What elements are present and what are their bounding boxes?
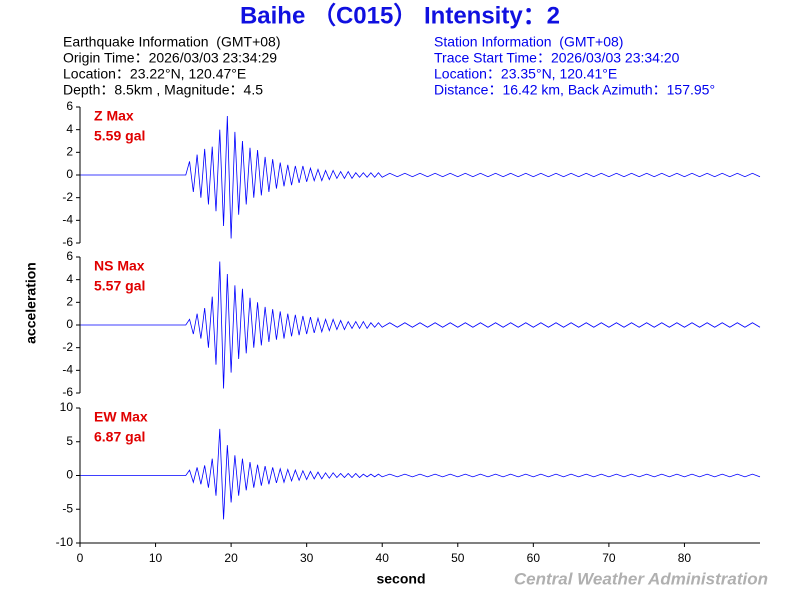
y-tick-label: -2 [62, 340, 73, 354]
y-tick-label: 4 [66, 272, 73, 286]
y-tick-label: 5 [66, 434, 73, 448]
annotation: 5.59 gal [94, 128, 145, 144]
x-axis-label: second [376, 571, 425, 587]
station-info: Distance：16.42 km, Back Azimuth：157.95° [434, 82, 715, 98]
credit: Central Weather Administration [514, 569, 768, 588]
y-tick-label: -6 [62, 385, 73, 399]
y-tick-label: 4 [66, 122, 73, 136]
station-info: Trace Start Time：2026/03/03 23:34:20 [434, 50, 680, 66]
quake-info: Location：23.22°N, 120.47°E [63, 66, 246, 82]
x-tick-label: 60 [527, 551, 541, 565]
y-tick-label: -2 [62, 190, 73, 204]
y-tick-label: -6 [62, 235, 73, 249]
y-tick-label: 6 [66, 99, 73, 113]
annotation: 5.57 gal [94, 278, 145, 294]
annotation: NS Max [94, 258, 145, 274]
chart-title: Baihe （C015） Intensity：2 [240, 2, 560, 29]
annotation: 6.87 gal [94, 429, 145, 445]
x-tick-label: 10 [149, 551, 163, 565]
quake-info: Origin Time：2026/03/03 23:34:29 [63, 50, 277, 66]
y-axis-label: acceleration [23, 262, 39, 344]
x-tick-label: 30 [300, 551, 314, 565]
y-tick-label: 2 [66, 295, 73, 309]
x-tick-label: 80 [678, 551, 692, 565]
y-tick-label: 6 [66, 249, 73, 263]
waveform [80, 261, 761, 389]
y-tick-label: 0 [66, 317, 73, 331]
y-tick-label: 0 [66, 468, 73, 482]
annotation: Z Max [94, 108, 134, 124]
y-tick-label: -4 [62, 363, 73, 377]
station-info: Location：23.35°N, 120.41°E [434, 66, 617, 82]
y-tick-label: 2 [66, 145, 73, 159]
y-tick-label: -5 [62, 501, 73, 515]
y-tick-label: 10 [60, 400, 74, 414]
quake-info: Earthquake Information (GMT+08) [63, 34, 281, 50]
y-tick-label: -4 [62, 213, 73, 227]
x-tick-label: 0 [77, 551, 84, 565]
station-info: Station Information (GMT+08) [434, 34, 623, 50]
y-tick-label: -10 [56, 535, 74, 549]
waveform [80, 116, 761, 239]
x-tick-label: 40 [376, 551, 390, 565]
x-tick-label: 70 [602, 551, 616, 565]
y-tick-label: 0 [66, 167, 73, 181]
waveform [80, 428, 761, 520]
annotation: EW Max [94, 409, 148, 425]
x-tick-label: 20 [224, 551, 238, 565]
x-tick-label: 50 [451, 551, 465, 565]
quake-info: Depth：8.5km , Magnitude：4.5 [63, 82, 263, 98]
